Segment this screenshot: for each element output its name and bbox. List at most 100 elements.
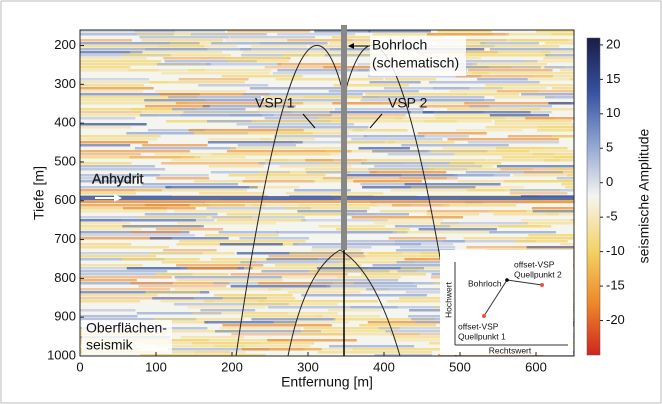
y-tick-label: 600	[54, 192, 76, 207]
texture-stripe	[219, 327, 300, 330]
texture-stripe	[80, 111, 141, 114]
texture-stripe	[250, 87, 348, 90]
texture-stripe	[426, 213, 479, 216]
texture-stripe	[464, 93, 519, 96]
inset-label: Bohrloch	[468, 278, 502, 288]
texture-stripe	[366, 288, 446, 291]
texture-stripe	[380, 210, 433, 213]
y-tick-label: 500	[54, 153, 76, 168]
x-tick-label: 600	[525, 359, 547, 374]
colorbar-tick-label: 5	[606, 140, 613, 155]
x-tick-label: 300	[297, 359, 319, 374]
texture-stripe	[80, 141, 148, 144]
annotation: (schematisch)	[372, 55, 459, 71]
texture-stripe	[468, 141, 559, 144]
texture-stripe	[304, 348, 356, 351]
texture-stripe	[214, 294, 293, 297]
texture-stripe	[163, 249, 217, 252]
texture-stripe	[361, 273, 426, 276]
texture-stripe	[80, 57, 147, 60]
texture-stripe	[136, 174, 209, 177]
texture-stripe	[269, 255, 366, 258]
texture-stripe	[130, 51, 222, 54]
texture-stripe	[353, 180, 422, 183]
texture-stripe	[273, 72, 346, 75]
texture-stripe	[242, 51, 323, 54]
annotation: Anhydrit	[92, 171, 143, 187]
texture-stripe	[394, 243, 453, 246]
colorbar-tick-label: 15	[606, 71, 620, 86]
texture-stripe	[411, 186, 524, 189]
texture-stripe	[80, 87, 154, 90]
texture-stripe	[80, 126, 131, 129]
texture-stripe	[316, 315, 380, 318]
texture-stripe	[168, 96, 261, 99]
texture-stripe	[441, 222, 528, 225]
texture-stripe	[188, 306, 266, 309]
texture-stripe	[181, 156, 245, 159]
texture-stripe	[155, 90, 246, 93]
texture-stripe	[174, 210, 262, 213]
texture-stripe	[418, 132, 487, 135]
texture-stripe	[80, 153, 141, 156]
texture-stripe	[318, 351, 432, 354]
texture-stripe	[249, 186, 299, 189]
texture-stripe	[122, 258, 200, 261]
texture-stripe	[397, 231, 497, 234]
texture-stripe	[80, 309, 135, 312]
texture-stripe	[419, 228, 497, 231]
texture-stripe	[301, 294, 427, 297]
texture-stripe	[472, 72, 585, 75]
texture-stripe	[443, 204, 517, 207]
texture-stripe	[277, 69, 368, 72]
x-tick-label: 100	[145, 359, 167, 374]
texture-stripe	[206, 63, 281, 66]
texture-stripe	[240, 261, 343, 264]
texture-stripe	[156, 228, 223, 231]
texture-stripe	[230, 36, 315, 39]
texture-stripe	[450, 162, 502, 165]
texture-stripe	[369, 81, 420, 84]
texture-stripe	[427, 33, 509, 36]
texture-stripe	[179, 78, 249, 81]
x-axis-label: Entfernung [m]	[281, 374, 373, 390]
x-tick-label: 0	[76, 359, 83, 374]
texture-stripe	[80, 300, 140, 303]
texture-stripe	[80, 196, 574, 200]
y-tick-label: 700	[54, 231, 76, 246]
texture-stripe	[468, 69, 553, 72]
colorbar-tick-label: 20	[606, 36, 620, 51]
texture-stripe	[80, 78, 149, 81]
texture-stripe	[80, 288, 170, 291]
inset-point	[505, 278, 509, 282]
texture-stripe	[175, 288, 281, 291]
annotation: Oberflächen-	[86, 320, 167, 336]
texture-stripe	[400, 246, 455, 249]
texture-stripe	[230, 147, 344, 150]
texture-stripe	[405, 183, 501, 186]
y-tick-label: 400	[54, 115, 76, 130]
texture-stripe	[80, 210, 167, 213]
texture-stripe	[80, 294, 158, 297]
texture-stripe	[319, 225, 385, 228]
texture-stripe	[122, 54, 231, 57]
texture-stripe	[467, 51, 550, 54]
colorbar-label: seismische Amplitude	[636, 128, 652, 263]
colorbar-tick-label: -5	[606, 209, 618, 224]
texture-stripe	[145, 48, 251, 51]
texture-stripe	[80, 270, 167, 273]
texture-stripe	[181, 336, 244, 339]
texture-stripe	[483, 87, 546, 90]
texture-stripe	[177, 279, 283, 282]
texture-stripe	[314, 279, 398, 282]
texture-stripe	[388, 153, 455, 156]
texture-stripe	[499, 225, 551, 228]
annotation: seismik	[86, 337, 134, 353]
texture-stripe	[311, 249, 361, 252]
texture-stripe	[399, 177, 458, 180]
texture-stripe	[80, 144, 130, 147]
y-axis-label: Tiefe [m]	[31, 166, 47, 220]
texture-stripe	[155, 273, 228, 276]
texture-stripe	[122, 219, 215, 222]
texture-stripe	[392, 204, 449, 207]
